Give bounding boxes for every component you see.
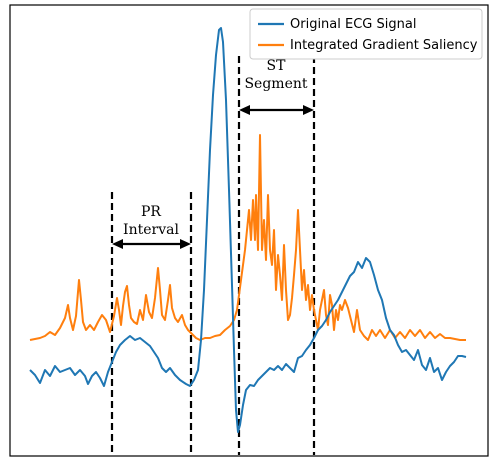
annotation-layer: PR Interval ST Segment: [112, 58, 314, 249]
pr-annotation-line-2: Interval: [123, 222, 179, 238]
legend-box: [249, 8, 483, 60]
series-layer: [29, 27, 467, 433]
saliency-line: [29, 134, 466, 341]
pr-arrow-head-left: [112, 239, 123, 249]
ecg-signal-line: [29, 27, 467, 433]
legend-label-saliency: Integrated Gradient Saliency: [290, 38, 478, 53]
st-arrow-head-left: [239, 105, 250, 115]
st-annotation-line-2: Segment: [244, 76, 307, 92]
legend: Original ECG Signal Integrated Gradient …: [249, 8, 483, 60]
boundary-lines: [110, 56, 316, 455]
pr-arrow-head-right: [180, 239, 191, 249]
plot-frame: [9, 4, 489, 457]
pr-annotation-line-1: PR: [141, 204, 161, 220]
legend-label-ecg: Original ECG Signal: [290, 17, 416, 32]
st-annotation-line-1: ST: [267, 58, 287, 74]
st-arrow-head-right: [303, 105, 314, 115]
